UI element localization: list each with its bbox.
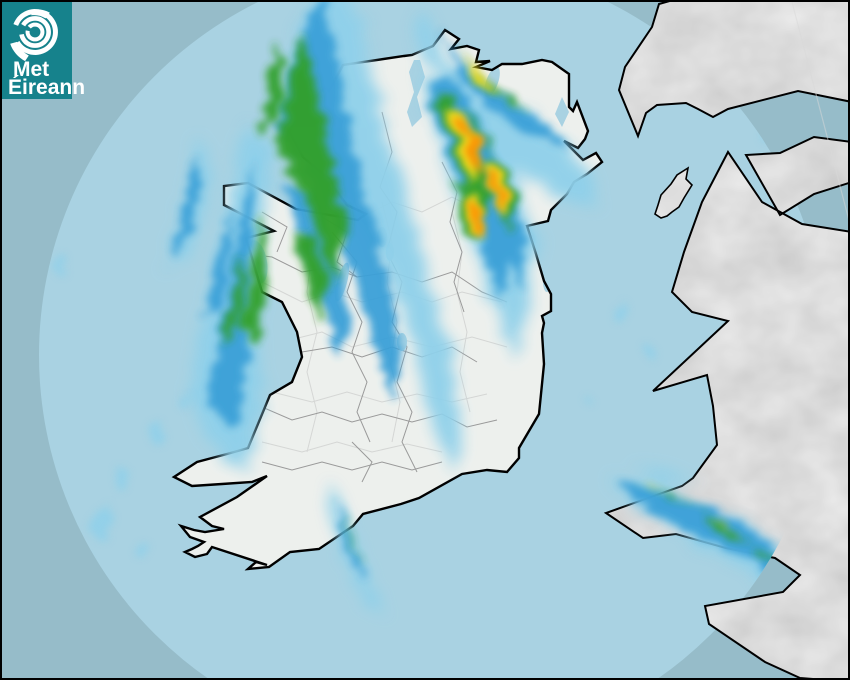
svg-text:Éireann: Éireann bbox=[8, 76, 85, 99]
